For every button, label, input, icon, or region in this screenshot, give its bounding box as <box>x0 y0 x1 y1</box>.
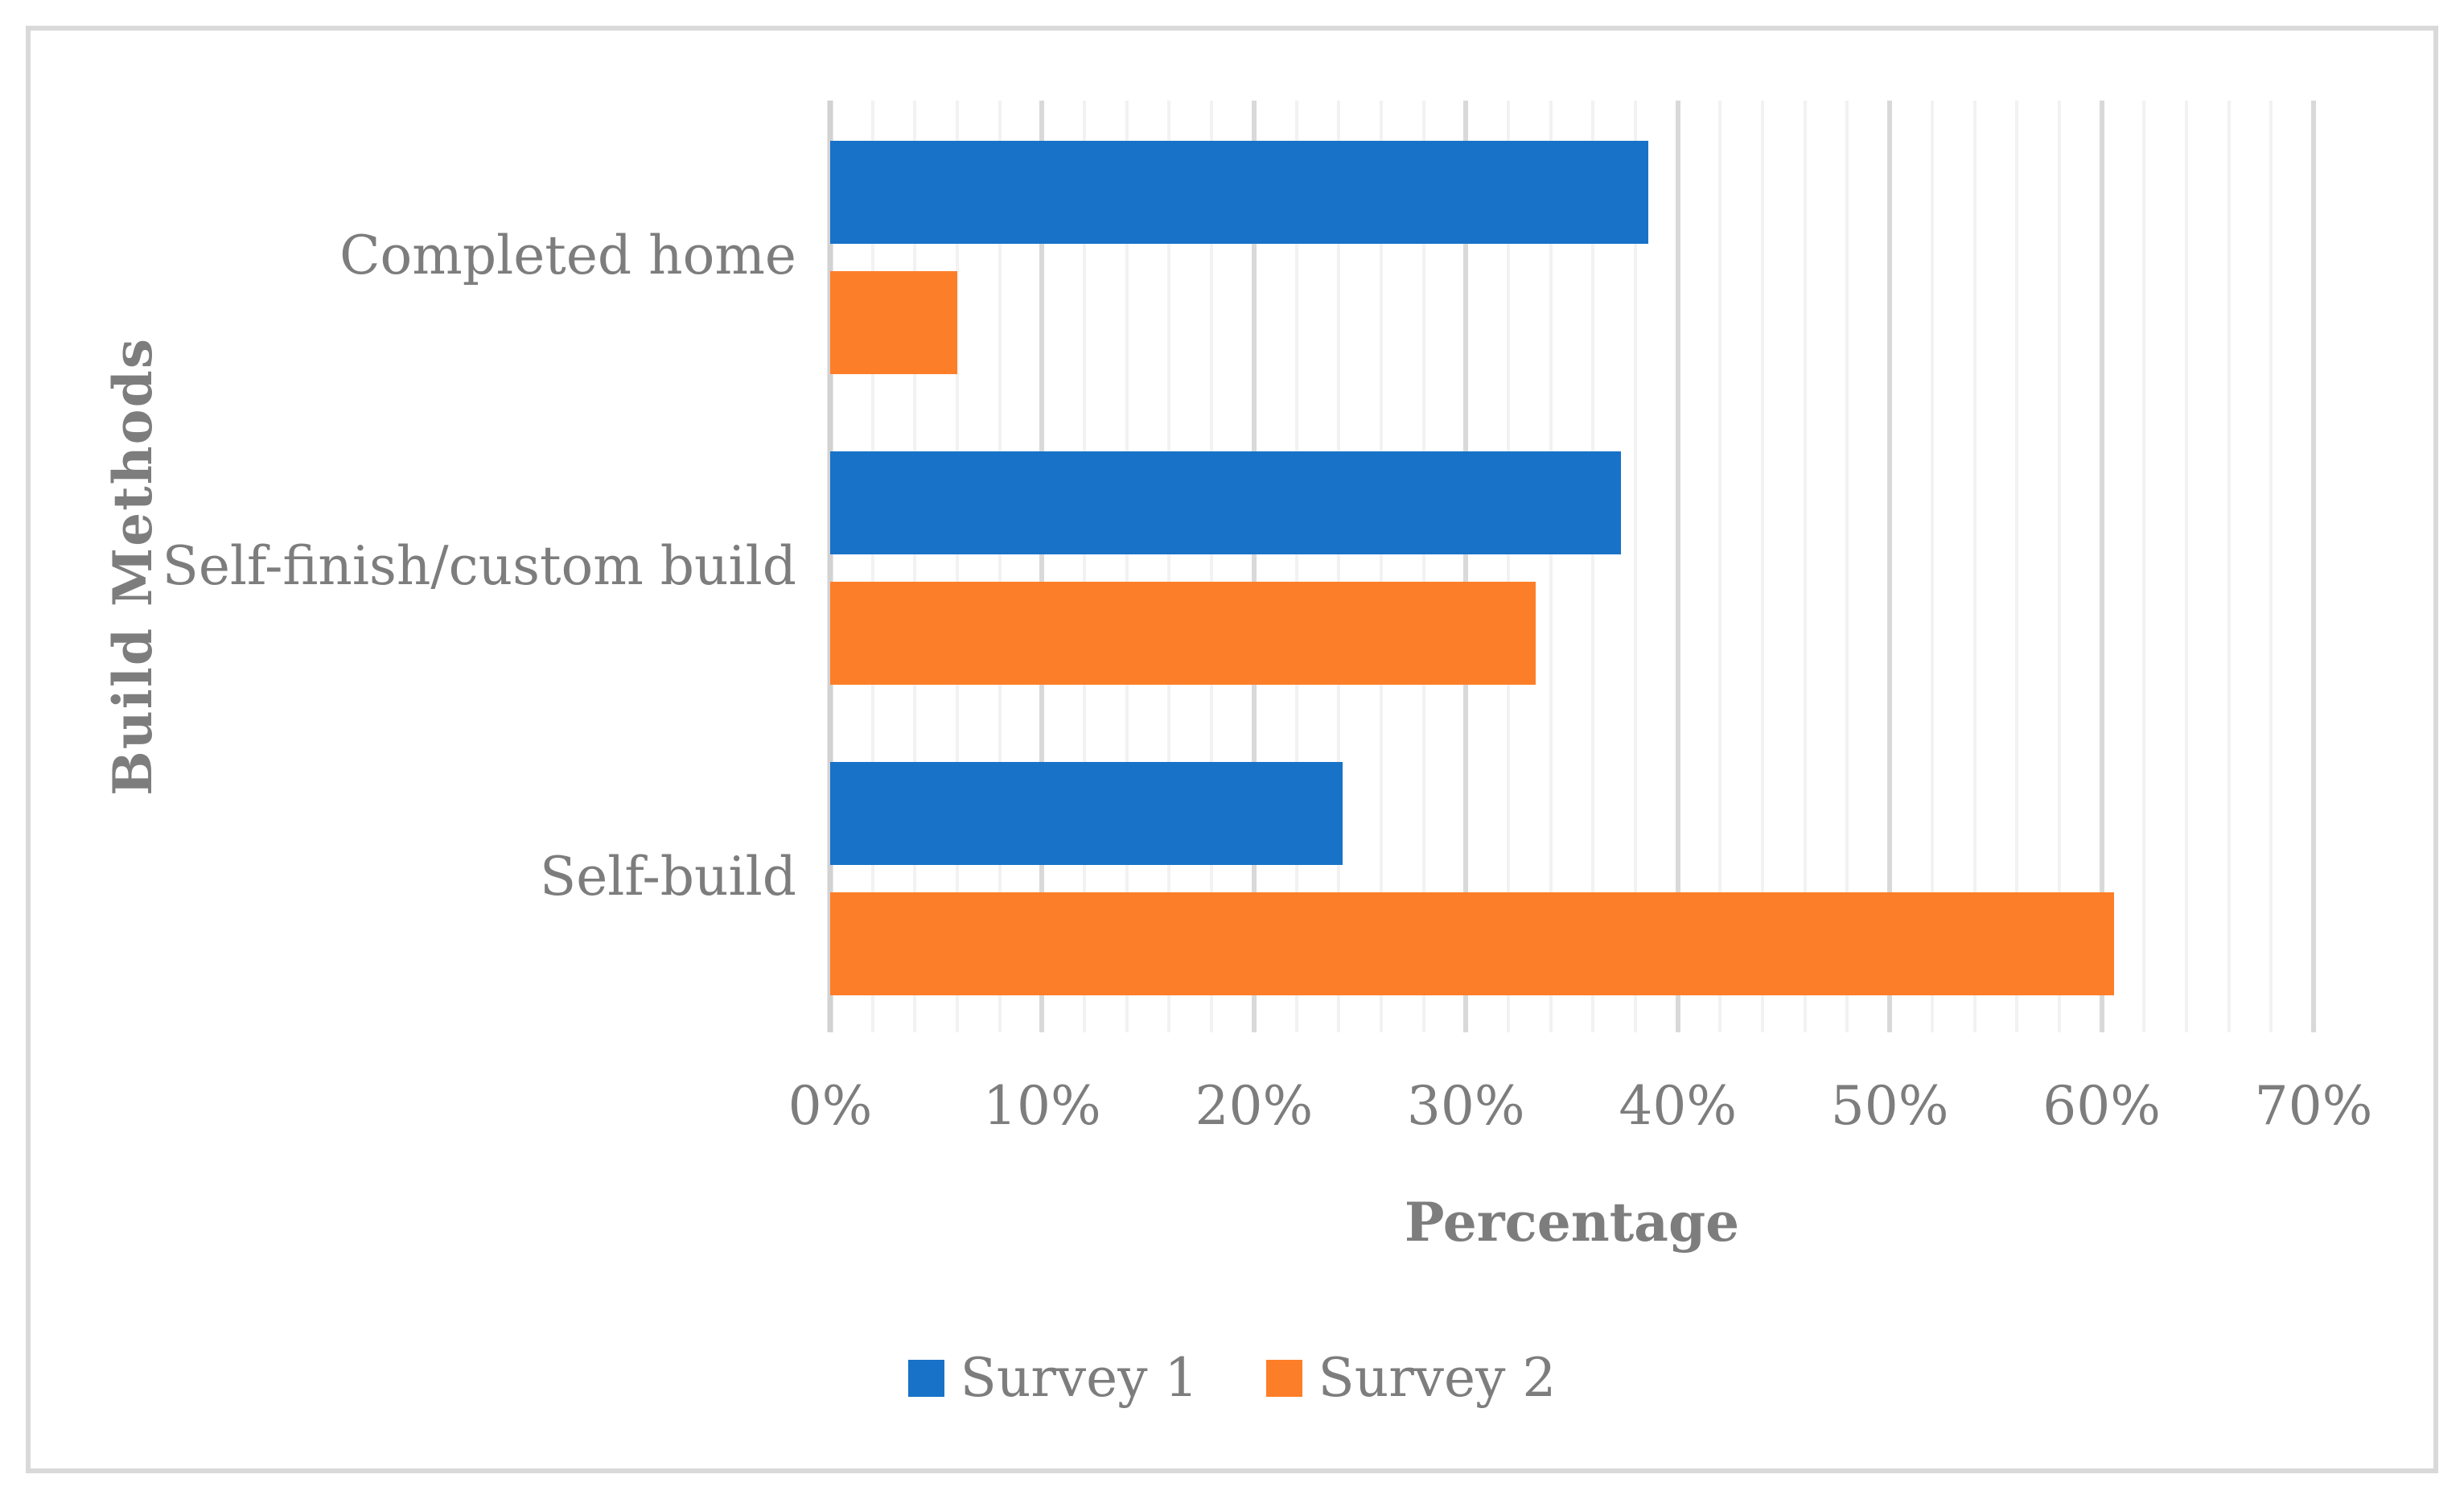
bar-survey-2-self-finish-custom-build <box>830 582 1536 685</box>
gridline-major <box>1039 101 1045 1032</box>
gridline-minor <box>1125 101 1129 1032</box>
gridline-major <box>2099 101 2104 1032</box>
gridline-minor <box>1337 101 1341 1032</box>
y-axis-line <box>827 101 833 1032</box>
x-tick-label: 20% <box>1195 1075 1314 1137</box>
gridline-minor <box>2057 101 2061 1032</box>
gridline-minor <box>1718 101 1722 1032</box>
bar-survey-2-completed-home <box>830 271 958 374</box>
x-tick-label: 60% <box>2042 1075 2161 1137</box>
bar-survey-1-self-finish-custom-build <box>830 451 1621 554</box>
gridline-major <box>1887 101 1893 1032</box>
gridline-minor <box>1421 101 1425 1032</box>
gridline-minor <box>1930 101 1934 1032</box>
gridline-minor <box>2142 101 2146 1032</box>
legend-label-survey-2: Survey 2 <box>1318 1347 1557 1409</box>
gridline-minor <box>913 101 917 1032</box>
gridline-major <box>1675 101 1680 1032</box>
x-axis-title: Percentage <box>1404 1191 1740 1254</box>
gridline-minor <box>1379 101 1383 1032</box>
x-tick-label: 30% <box>1406 1075 1525 1137</box>
chart-border <box>26 26 2438 1473</box>
bar-survey-1-self-build <box>830 762 1343 865</box>
gridline-minor <box>1634 101 1638 1032</box>
gridline-minor <box>2227 101 2231 1032</box>
legend-swatch-survey-2 <box>1265 1360 1302 1397</box>
x-tick-label: 0% <box>788 1075 873 1137</box>
gridline-minor <box>870 101 874 1032</box>
x-tick-label: 40% <box>1619 1075 1738 1137</box>
gridline-minor <box>1845 101 1849 1032</box>
gridline-minor <box>2269 101 2273 1032</box>
bar-survey-2-self-build <box>830 892 2115 995</box>
gridline-minor <box>1803 101 1807 1032</box>
gridline-minor <box>1591 101 1595 1032</box>
gridline-minor <box>1167 101 1171 1032</box>
legend-swatch-survey-1 <box>907 1360 944 1397</box>
legend-item-survey-1: Survey 1 <box>907 1347 1199 1409</box>
legend-label-survey-1: Survey 1 <box>960 1347 1199 1409</box>
gridline-minor <box>1549 101 1553 1032</box>
gridline-minor <box>1083 101 1087 1032</box>
x-axis-tick-labels: 0% 10% 20% 30% 40% 50% 60% 70% <box>788 1075 2373 1152</box>
category-label-completed-home: Completed home <box>339 224 796 286</box>
legend-item-survey-2: Survey 2 <box>1265 1347 1557 1409</box>
bar-survey-1-completed-home <box>830 141 1648 244</box>
plot-area <box>827 101 2316 1032</box>
category-label-self-finish: Self-finish/custom build <box>162 535 796 597</box>
gridline-minor <box>2015 101 2019 1032</box>
x-tick-label: 50% <box>1830 1075 1949 1137</box>
gridline-minor <box>1210 101 1214 1032</box>
gridline-minor <box>956 101 960 1032</box>
x-tick-label: 10% <box>983 1075 1101 1137</box>
gridline-minor <box>1761 101 1765 1032</box>
x-tick-label: 70% <box>2254 1075 2373 1137</box>
gridline-minor <box>2184 101 2188 1032</box>
gridline-major <box>1251 101 1257 1032</box>
gridline-minor <box>1972 101 1977 1032</box>
legend: Survey 1 Survey 2 <box>0 1352 2464 1405</box>
gridline-major <box>2311 101 2316 1032</box>
gridline-major <box>1463 101 1469 1032</box>
gridline-minor <box>1294 101 1298 1032</box>
category-label-self-build: Self-build <box>540 846 796 908</box>
gridline-minor <box>998 101 1002 1032</box>
gridline-minor <box>1506 101 1510 1032</box>
